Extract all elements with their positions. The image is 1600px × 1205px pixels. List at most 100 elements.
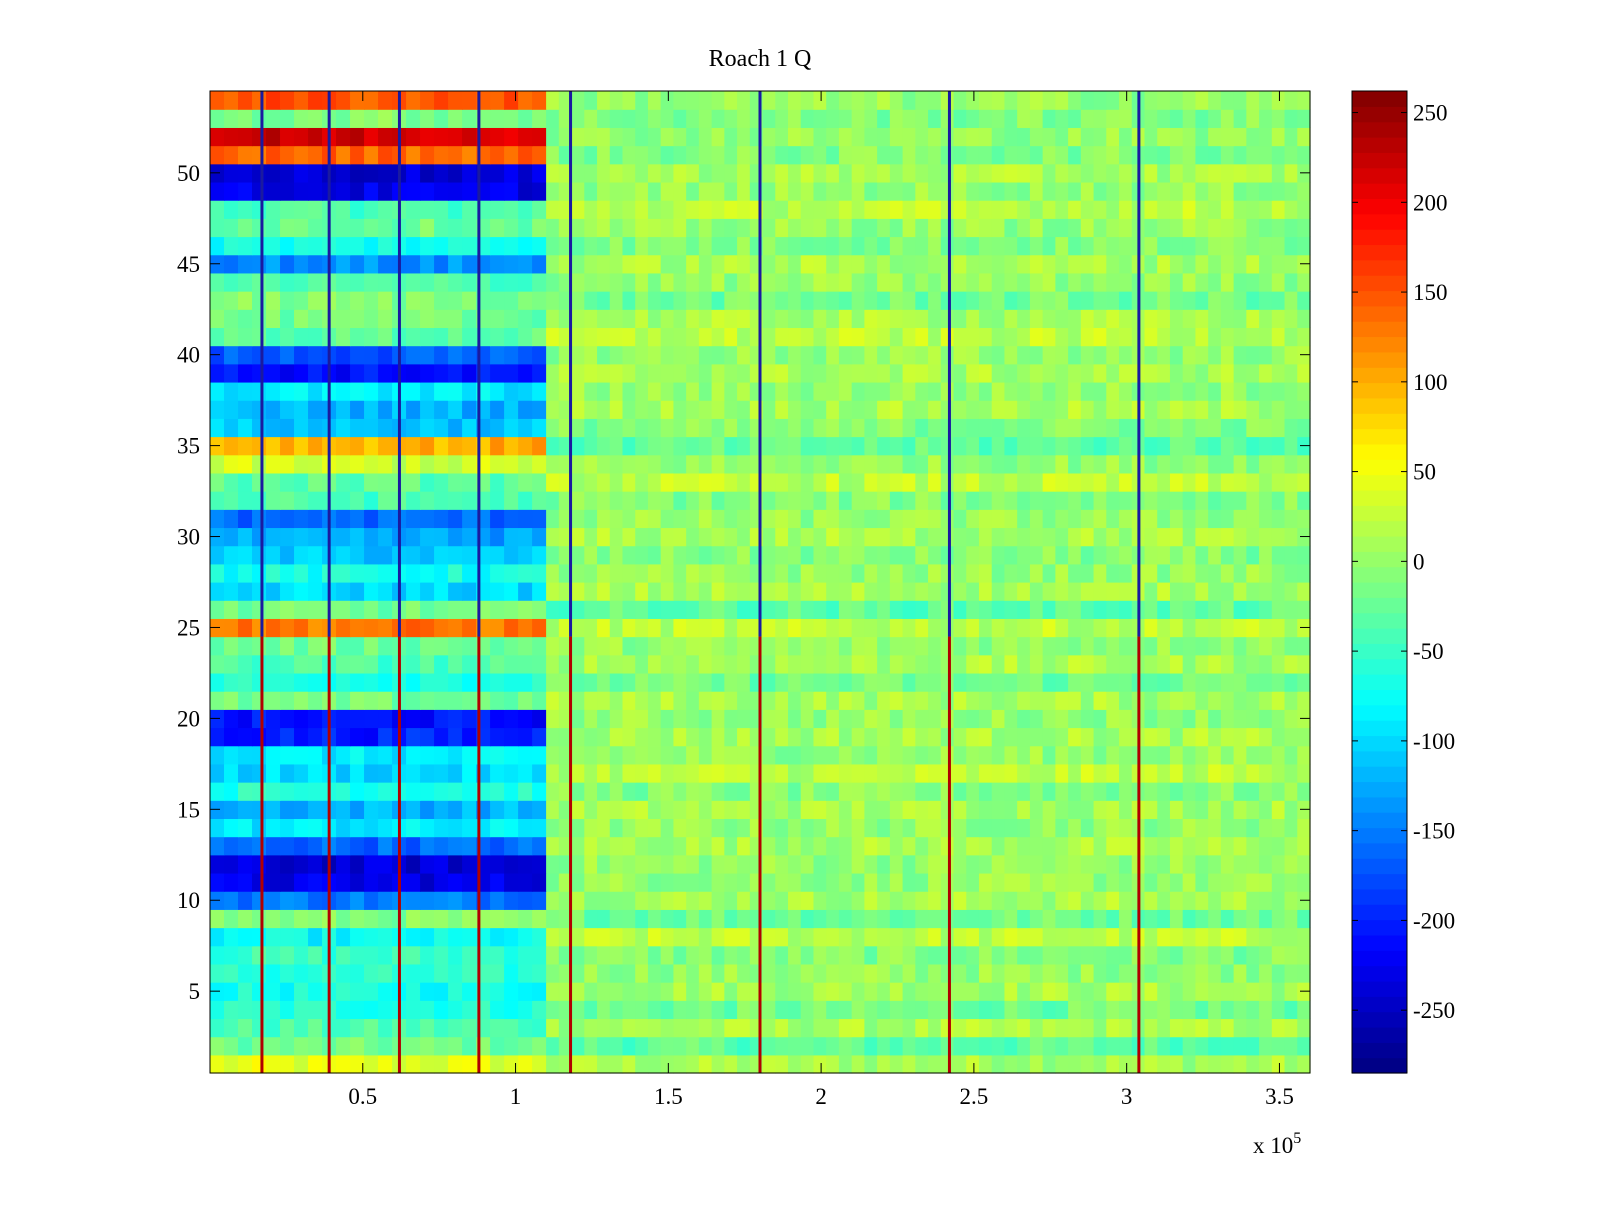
heat-cell [698,636,713,656]
heat-cell [1246,836,1260,856]
colorbar-band [1352,996,1407,1013]
heat-cell [364,472,379,492]
heat-cell [660,800,675,820]
heat-cell [1271,127,1286,147]
heat-cell [420,254,435,274]
heat-cell [800,818,815,838]
heat-cell [851,1036,865,1056]
heat-cell [1106,1036,1120,1056]
heat-cell [800,691,815,710]
heat-cell [1119,672,1133,692]
heat-cell [1259,527,1273,547]
heat-cell [826,963,840,983]
heat-cell [532,309,547,329]
heat-cell [462,181,477,201]
heat-cell [238,491,253,510]
heat-cell [775,818,789,838]
heat-cell [737,691,751,710]
heat-cell [673,272,687,292]
heat-cell [336,527,351,547]
heat-cell [308,582,323,601]
heat-cell [711,709,725,729]
heat-cell [1297,582,1311,601]
heat-cell [252,982,267,1001]
heat-cell [294,691,309,710]
colorbar-tick-label: 0 [1413,549,1425,574]
heat-cell [462,854,477,874]
heat-cell [1208,872,1222,892]
heat-cell [294,672,309,692]
heat-cell [864,527,878,547]
heat-cell [364,800,379,820]
heat-cell [1106,563,1120,583]
heat-cell [788,109,802,128]
heat-cell [1004,218,1018,238]
x-exponent-power: 5 [1293,1130,1301,1147]
heat-cell [686,200,700,219]
heat-cell [350,1036,365,1056]
heat-cell [889,982,904,1001]
heat-cell [490,291,505,310]
heat-cell [532,109,547,128]
heat-cell [673,854,687,874]
heat-cell [953,600,967,619]
heat-cell [1220,218,1235,238]
heat-cell [877,1000,891,1020]
heat-cell [1157,818,1171,838]
heat-cell [877,254,891,274]
heat-cell [1195,654,1209,674]
heat-cell [609,691,624,710]
heat-cell [864,109,878,128]
heat-cell [518,418,533,438]
heat-cell [635,836,649,856]
heat-cell [622,891,636,910]
heat-cell [1169,345,1184,365]
heat-cell [940,1036,955,1056]
heat-cell [940,291,955,310]
heat-cell [1259,109,1273,128]
heat-cell [336,1000,351,1020]
heat-cell [378,109,393,128]
heat-cell [813,582,827,601]
heat-cell [504,491,519,510]
heat-cell [294,127,309,147]
heat-cell [889,1018,904,1038]
heat-cell [609,472,624,492]
heat-cell [1169,545,1184,565]
heat-cell [406,545,421,565]
heat-cell [378,782,393,801]
heat-cell [546,91,560,110]
heat-cell [238,709,253,729]
heat-cell [350,436,365,456]
heat-cell [434,1018,449,1038]
heat-cell [1106,327,1120,347]
heat-cell [775,254,789,274]
heat-cell [294,109,309,128]
heat-cell [266,982,281,1001]
heat-cell [851,163,865,183]
heat-cell [724,291,738,310]
heat-cell [851,418,865,438]
heat-cell [813,491,827,510]
heat-cell [224,127,239,147]
heat-cell [1068,672,1082,692]
heat-cell [558,109,573,128]
heat-cell [238,854,253,874]
heat-cell [210,236,225,256]
heat-cell [336,818,351,838]
heat-cell [864,472,878,492]
heat-cell [210,509,225,529]
heat-cell [280,763,295,783]
colorbar-band [1352,213,1407,230]
heat-cell [597,636,611,656]
heat-cell [558,1000,573,1020]
heat-cell [238,527,253,547]
heat-cell [558,291,573,310]
heat-cell [1068,818,1082,838]
heat-cell [558,672,573,692]
colorbar-band [1352,137,1407,153]
heat-cell [1233,291,1247,310]
heat-cell [1182,145,1197,165]
heat-cell [571,891,585,910]
